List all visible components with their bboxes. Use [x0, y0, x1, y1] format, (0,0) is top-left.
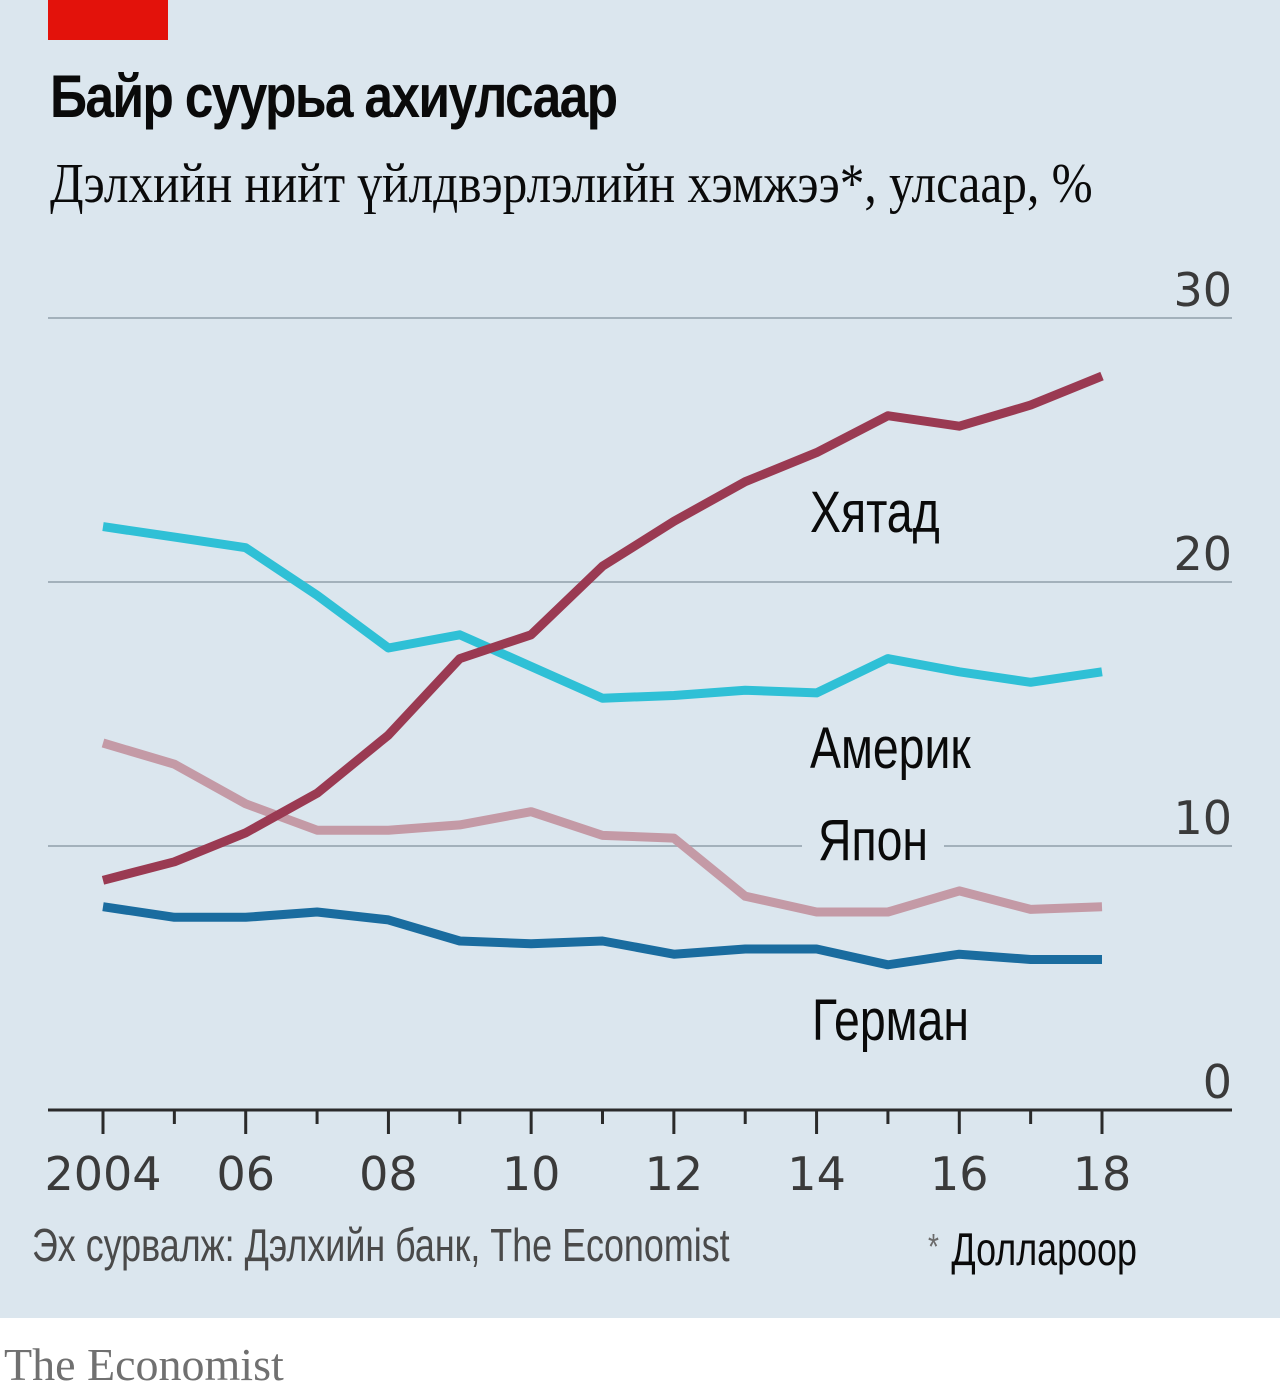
footnote-text: Доллароор — [951, 1223, 1137, 1275]
y-tick-label-30: 30 — [1173, 263, 1232, 317]
y-axis-tick-labels: 0 10 20 30 — [1173, 263, 1232, 1109]
footnote-asterisk: * — [928, 1226, 939, 1267]
x-tick-label-14: 14 — [787, 1147, 846, 1201]
series-line-2 — [102, 522, 1103, 703]
series-line-3 — [101, 738, 1103, 917]
x-tick-label-12: 12 — [645, 1147, 704, 1201]
x-tick-label-06: 06 — [216, 1147, 275, 1201]
x-tick-label-18: 18 — [1073, 1147, 1132, 1201]
series-label-4: Герман — [812, 988, 969, 1053]
line-chart: 0 10 20 30 2004 06 08 10 12 14 16 18 Хятад Америк Яп… — [44, 263, 1232, 1201]
brand-red-tag — [48, 0, 168, 40]
x-tick-label-16: 16 — [930, 1147, 989, 1201]
series-label-2: Америк — [810, 716, 972, 781]
grid-lines — [48, 317, 1232, 847]
series-label-1: Хятад — [810, 480, 940, 545]
series-label-3: Япон — [818, 808, 928, 873]
chart-subtitle: Дэлхийн нийт үйлдвэрлэлийн хэмжээ*, улса… — [50, 153, 1093, 215]
footnote: * Доллароор — [928, 1222, 1137, 1276]
series-line-1 — [101, 371, 1104, 885]
source-note: Эх сурвалж: Дэлхийн банк, The Economist — [32, 1219, 730, 1271]
brand-wordmark: The Economist — [4, 1339, 284, 1390]
x-axis-tick-labels: 2004 06 08 10 12 14 16 18 — [44, 1147, 1131, 1201]
chart-title: Байр суурьа ахиулсаар — [50, 63, 618, 130]
series-labels: Хятад Америк Япон Герман — [802, 480, 972, 1053]
x-tick-label-2004: 2004 — [44, 1147, 161, 1201]
chart-panel — [0, 0, 1280, 1318]
x-axis — [48, 1108, 1232, 1134]
x-tick-label-10: 10 — [502, 1147, 561, 1201]
series-label-backdrop-3 — [802, 808, 944, 874]
series-line-4 — [102, 902, 1102, 970]
series-lines — [101, 371, 1104, 970]
y-tick-label-20: 20 — [1173, 527, 1232, 581]
y-tick-label-10: 10 — [1173, 791, 1232, 845]
y-tick-label-0: 0 — [1203, 1055, 1232, 1109]
x-tick-label-08: 08 — [359, 1147, 418, 1201]
